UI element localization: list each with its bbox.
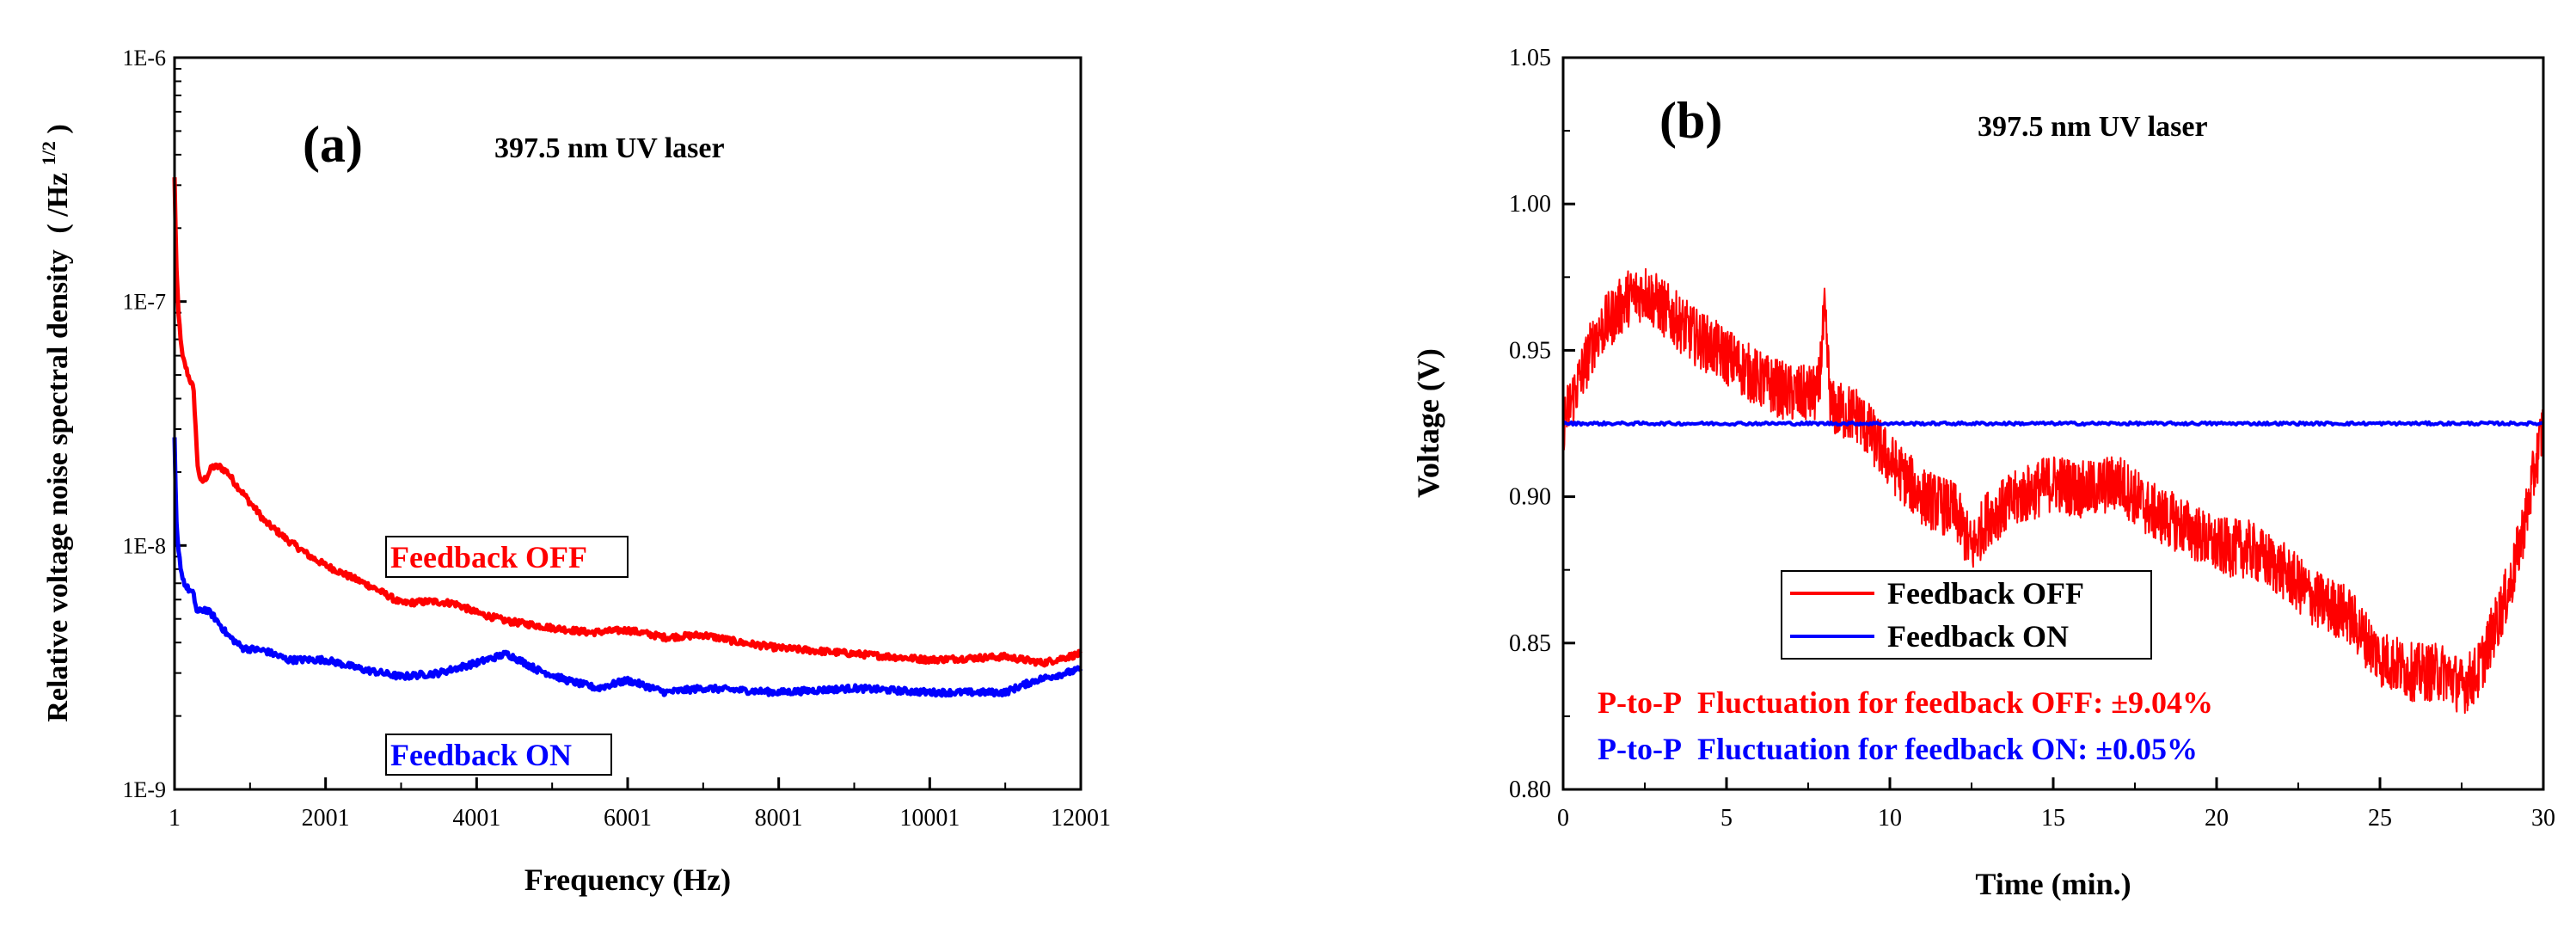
panel-a-xtick-label: 1 — [169, 805, 181, 832]
panel-b-axes: 0 5 10 15 20 25 30 0.80 0.85 0.90 0.95 1.00 1.05 — [1509, 45, 2555, 832]
panel-a: 1 2001 4001 6001 8001 10001 120011E-91E-81E-71… — [30, 46, 1111, 897]
panel-b-ytick-label: 0.80 — [1509, 777, 1551, 803]
panel-b-ylabel: Voltage (V) — [1411, 348, 1445, 498]
panel-b-frame — [1561, 56, 2545, 791]
panel-b-xtick-label: 5 — [1720, 805, 1733, 832]
annotation-ptp-on-text: Fluctuation for feedback ON: ±0.05% — [1697, 732, 2198, 766]
panel-a-xtick-label: 12001 — [1051, 805, 1111, 832]
panel-a-xtick-label: 8001 — [755, 805, 803, 832]
panel-b-ytick-label: 1.00 — [1509, 191, 1551, 218]
annotation-feedback-off: Feedback OFF — [390, 540, 587, 574]
panel-b-ytick-label: 0.85 — [1509, 630, 1551, 657]
series-feedback-on-trace — [1561, 420, 2544, 427]
panel-a-xtick-label: 10001 — [899, 805, 960, 832]
panel-a-xtick-label: 6001 — [604, 805, 652, 832]
panel-a-ylabel-close: ) — [42, 124, 74, 133]
panel-b-xtick-label: 25 — [2368, 805, 2392, 832]
panel-b-title: 397.5 nm UV laser — [1978, 111, 2208, 143]
series-feedback-on-line — [172, 437, 1083, 698]
panel-a-ylabel-main: Relative voltage noise spectral density — [42, 249, 74, 722]
panel-a-ytick-label: 1E-7 — [122, 290, 166, 315]
panel-a-label: (a) — [303, 116, 363, 173]
annotation-ptp-on: P-to-P Fluctuation for feedback ON: ±0.05… — [1598, 732, 2198, 766]
annotation-on-box — [385, 734, 612, 776]
panel-a-title: 397.5 nm UV laser — [494, 132, 725, 164]
annotation-feedback-on: Feedback ON — [390, 738, 572, 772]
panel-b: 0 5 10 15 20 25 30 0.80 0.85 0.90 0.95 1.00 1.05 (b)… — [1411, 45, 2555, 901]
legend-label-off: Feedback OFF — [1887, 576, 2084, 611]
annotation-ptp-off-prefix: P-to-P — [1598, 685, 1682, 720]
panel-b-ytick-label: 0.95 — [1509, 337, 1551, 364]
series-feedback-off-line — [172, 177, 1083, 668]
panel-a-frame — [173, 56, 1083, 791]
legend-label-on: Feedback ON — [1887, 619, 2069, 654]
panel-a-xtick-label: 2001 — [302, 805, 350, 832]
annotation-ptp-off: P-to-P Fluctuation for feedback OFF: ±9.0… — [1598, 685, 2213, 720]
annotation-ptp-on-prefix: P-to-P — [1598, 732, 1682, 766]
panel-a-ylabel-unit: ( /Hz — [42, 173, 74, 234]
panel-a-ylabel: Relative voltage noise spectral density … — [30, 124, 74, 721]
panel-b-label: (b) — [1659, 92, 1722, 149]
panel-a-xlabel: Frequency (Hz) — [524, 863, 731, 897]
panel-b-ytick-label: 0.90 — [1509, 484, 1551, 511]
panel-a-axes: 1 2001 4001 6001 8001 10001 120011E-91E-81E-71… — [122, 46, 1111, 832]
panel-b-xlabel: Time (min.) — [1975, 867, 2131, 901]
panel-a-series — [172, 177, 1083, 698]
panel-b-xtick-label: 10 — [1878, 805, 1902, 832]
panel-b-xtick-label: 15 — [2041, 805, 2065, 832]
panel-b-xtick-label: 0 — [1557, 805, 1569, 832]
panel-b-ytick-label: 1.05 — [1509, 45, 1551, 71]
panel-b-legend: Feedback OFF Feedback ON — [1781, 570, 2152, 660]
legend-box — [1781, 570, 2152, 660]
panel-b-series — [1561, 267, 2544, 715]
panel-a-ytick-label: 1E-8 — [122, 533, 166, 558]
panel-a-ytick-label: 1E-9 — [122, 777, 166, 802]
panel-a-xtick-label: 4001 — [452, 805, 500, 832]
annotation-ptp-off-text: Fluctuation for feedback OFF: ±9.04% — [1697, 685, 2213, 720]
panel-b-xtick-label: 20 — [2205, 805, 2229, 832]
panel-a-ytick-label: 1E-6 — [122, 46, 166, 71]
annotation-off-box — [385, 536, 629, 578]
panel-b-xtick-label: 30 — [2531, 805, 2555, 832]
panel-a-ylabel-sup: 1/2 — [38, 141, 59, 165]
series-feedback-off-trace — [1562, 267, 2544, 715]
